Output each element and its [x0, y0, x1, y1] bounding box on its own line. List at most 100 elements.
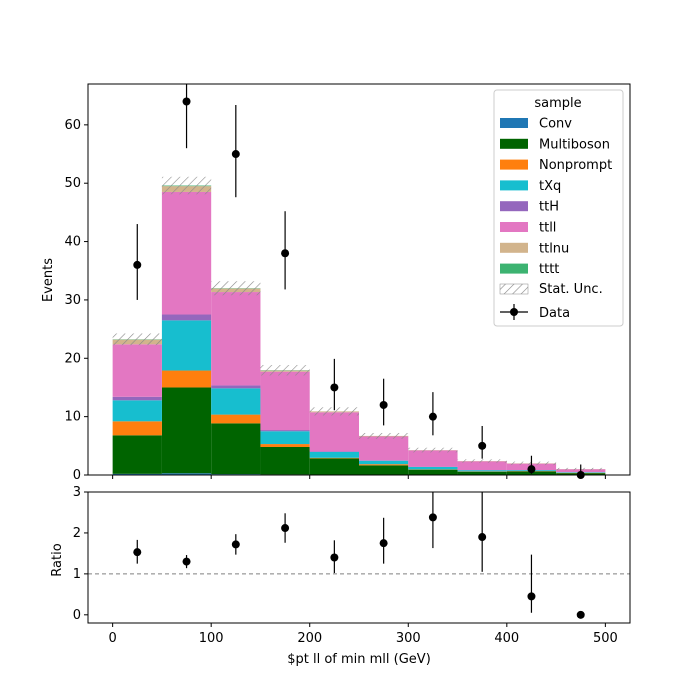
ratio-point-4: [330, 553, 339, 562]
legend-label-stat-unc: Stat. Unc.: [539, 282, 603, 297]
main-y-tick-label: 30: [64, 293, 81, 308]
data-point-8: [527, 465, 536, 474]
bar-multiboson-bin-0: [112, 435, 162, 474]
legend-item-txq: tXq: [500, 179, 561, 194]
bar-txq-bin-4: [309, 451, 359, 458]
legend-item-nonprompt: Nonprompt: [500, 158, 612, 173]
ratio-x-axis-ticks: 0 100 200 300 400 500: [108, 623, 618, 646]
legend-item-multiboson: Multiboson: [500, 137, 610, 152]
bar-txq-bin-1: [161, 320, 212, 371]
bar-txq-bin-7: [457, 470, 507, 472]
legend-item-stat-unc: Stat. Unc.: [499, 282, 603, 297]
ratio-y-tick-label: 2: [73, 526, 81, 541]
main-plot-frame: [87, 83, 631, 476]
legend-swatch-txq: [500, 180, 528, 191]
bar-ttll-bin-3: [260, 371, 310, 431]
legend-label-ttlnu: ttlnu: [539, 241, 569, 256]
ratio-y-tick-label: 1: [73, 567, 81, 582]
stat-unc-band-bin-5: [359, 432, 409, 439]
bar-ttll-bin-6: [408, 450, 458, 467]
x-tick-label: 500: [593, 631, 618, 646]
bar-multiboson-bin-6: [408, 469, 458, 475]
data-point-4: [330, 383, 339, 392]
stacked-histogram: [112, 185, 606, 475]
x-tick-label: 200: [297, 631, 322, 646]
legend-swatch-tttt: [500, 263, 528, 274]
stat-unc-band-bin-7: [457, 459, 507, 463]
ratio-point-7: [478, 533, 487, 542]
legend-title: sample: [534, 96, 581, 111]
main-y-tick-label: 20: [64, 351, 81, 366]
legend-label-tth: ttH: [539, 200, 559, 215]
ratio-y-tick-label: 3: [73, 485, 81, 500]
main-plot-panel: 0 10 20 30 40 50 60 Events: [41, 83, 631, 483]
bar-multiboson-bin-5: [359, 465, 409, 475]
legend-label-ttll: ttll: [539, 221, 556, 236]
main-y-axis-label: Events: [41, 258, 56, 302]
bar-ttll-bin-1: [161, 191, 212, 315]
main-y-tick-label: 60: [64, 118, 81, 133]
legend-swatch-conv: [500, 118, 528, 128]
bar-multiboson-bin-2: [211, 423, 261, 475]
data-point-7: [478, 441, 487, 450]
stat-unc-band-bin-4: [309, 407, 359, 416]
data-points: [133, 84, 585, 479]
legend-item-tttt: tttt: [500, 262, 559, 277]
stat-unc-band-bin-6: [408, 447, 458, 453]
bar-ttll-bin-5: [359, 436, 409, 461]
main-x-axis-ticks: [112, 475, 606, 479]
data-point-0: [133, 260, 142, 269]
legend-swatch-ttlnu: [500, 242, 528, 253]
x-axis-label: $pt ll of min mll (GeV): [287, 652, 431, 667]
legend-label-conv: Conv: [539, 117, 572, 132]
bar-tth-bin-1: [161, 314, 212, 321]
ratio-point-6: [428, 513, 437, 522]
legend-item-data: Data: [500, 304, 570, 321]
legend: sample Conv Multiboson Nonprompt tXq ttH ttll…: [493, 89, 624, 327]
stat-unc-band-bin-3: [260, 364, 310, 376]
ratio-y-axis-label: Ratio: [50, 543, 65, 576]
bar-multiboson-bin-4: [309, 458, 359, 475]
stat-unc-band-bin-2: [211, 281, 261, 296]
bar-txq-bin-5: [359, 460, 409, 465]
bar-tth-bin-2: [211, 385, 261, 389]
bar-multiboson-bin-1: [161, 387, 212, 474]
bar-nonprompt-bin-2: [211, 414, 261, 424]
ratio-points: [133, 492, 585, 619]
data-point-1: [182, 97, 191, 106]
main-y-tick-label: 40: [64, 235, 81, 250]
bar-conv-bin-0: [112, 473, 162, 475]
main-y-axis-ticks: 0 10 20 30 40 50 60: [64, 118, 88, 483]
bar-ttll-bin-7: [457, 461, 507, 471]
bar-nonprompt-bin-4: [309, 457, 359, 459]
legend-label-txq: tXq: [539, 179, 561, 194]
x-tick-label: 300: [396, 631, 421, 646]
legend-label-data: Data: [539, 306, 570, 321]
stat-unc-band-bin-1: [161, 176, 212, 195]
ratio-point-0: [133, 548, 142, 557]
ratio-plot-panel: 0 1 2 3 0 100 200 300 400 500 Ratio $pt ll of mi…: [50, 485, 631, 667]
stat-unc-band-bin-0: [112, 333, 162, 346]
bar-multiboson-bin-7: [457, 471, 507, 475]
bar-conv-bin-1: [161, 473, 212, 475]
legend-label-multiboson: Multiboson: [539, 137, 610, 152]
ratio-point-3: [281, 524, 290, 533]
main-y-tick-label: 0: [73, 468, 81, 483]
ratio-y-tick-label: 0: [73, 608, 81, 623]
legend-label-tttt: tttt: [539, 262, 559, 277]
bar-multiboson-bin-3: [260, 446, 310, 475]
legend-swatch-stat-unc: [499, 283, 529, 295]
x-tick-label: 400: [494, 631, 519, 646]
main-y-tick-label: 50: [64, 176, 81, 191]
legend-swatch-ttll: [500, 222, 528, 232]
legend-item-tth: ttH: [500, 200, 559, 215]
data-point-3: [281, 249, 290, 258]
ratio-point-1: [182, 557, 191, 566]
bar-tth-bin-3: [260, 430, 310, 432]
bar-ttll-bin-0: [112, 344, 162, 397]
ratio-plot-frame: [87, 491, 631, 624]
bar-tth-bin-0: [112, 396, 162, 401]
ratio-point-2: [231, 540, 240, 549]
legend-swatch-multiboson: [500, 138, 528, 149]
